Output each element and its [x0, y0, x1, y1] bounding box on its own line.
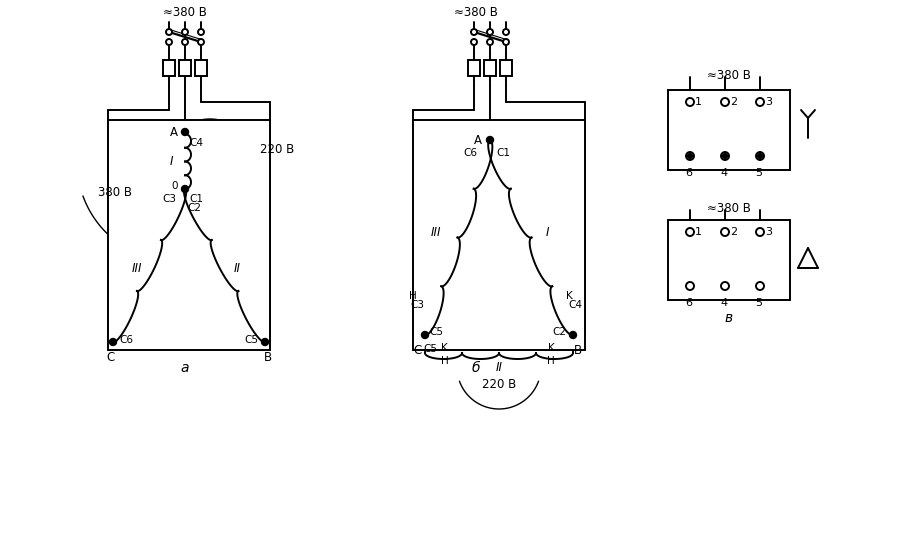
- Text: K: K: [565, 291, 572, 301]
- Text: C: C: [413, 344, 421, 357]
- Text: а: а: [181, 361, 189, 375]
- Text: III: III: [431, 226, 442, 239]
- Text: ≈380 В: ≈380 В: [707, 202, 751, 214]
- Circle shape: [756, 98, 764, 106]
- Circle shape: [503, 39, 509, 45]
- Text: B: B: [264, 351, 272, 364]
- Text: II: II: [496, 361, 502, 374]
- Bar: [179, 60, 191, 76]
- Text: K: K: [548, 343, 555, 353]
- Bar: [163, 60, 175, 76]
- Circle shape: [686, 98, 694, 106]
- Text: I: I: [169, 155, 173, 168]
- Circle shape: [182, 185, 188, 193]
- Circle shape: [756, 282, 764, 290]
- Circle shape: [686, 152, 694, 160]
- Text: ≈380 В: ≈380 В: [454, 6, 498, 18]
- Circle shape: [110, 338, 116, 346]
- Circle shape: [471, 29, 477, 35]
- Text: 5: 5: [755, 298, 762, 308]
- Text: 4: 4: [720, 168, 727, 178]
- Text: H: H: [441, 356, 449, 366]
- Bar: [484, 60, 496, 76]
- Circle shape: [421, 332, 428, 338]
- Circle shape: [262, 338, 268, 346]
- Circle shape: [166, 39, 172, 45]
- Text: C4: C4: [189, 138, 203, 148]
- Circle shape: [721, 152, 729, 160]
- Circle shape: [686, 228, 694, 236]
- Circle shape: [688, 153, 692, 158]
- Text: 2: 2: [730, 227, 737, 237]
- Circle shape: [471, 39, 477, 45]
- Text: C5: C5: [429, 327, 443, 337]
- Circle shape: [756, 228, 764, 236]
- Text: III: III: [131, 262, 142, 274]
- Text: 5: 5: [755, 168, 762, 178]
- Text: I: I: [545, 226, 549, 239]
- Text: C6: C6: [463, 148, 477, 158]
- Circle shape: [758, 153, 762, 158]
- Text: ≈380 В: ≈380 В: [163, 6, 207, 18]
- Text: 3: 3: [765, 97, 772, 107]
- Bar: [668, 220, 790, 300]
- Circle shape: [570, 332, 577, 338]
- Text: 220 В: 220 В: [482, 379, 516, 391]
- Text: 1: 1: [695, 227, 702, 237]
- Circle shape: [166, 29, 172, 35]
- Text: 380 В: 380 В: [98, 185, 132, 198]
- Text: 6: 6: [686, 168, 692, 178]
- Circle shape: [198, 29, 204, 35]
- Circle shape: [487, 137, 493, 143]
- Text: H: H: [409, 291, 417, 301]
- Text: C5: C5: [423, 344, 437, 354]
- Text: A: A: [170, 125, 178, 138]
- Text: C5: C5: [244, 335, 258, 345]
- Text: б: б: [472, 361, 481, 375]
- Text: II: II: [233, 262, 240, 274]
- Circle shape: [182, 29, 188, 35]
- Text: 2: 2: [730, 97, 737, 107]
- Text: 0: 0: [172, 181, 178, 191]
- Circle shape: [503, 29, 509, 35]
- Text: в: в: [724, 311, 733, 325]
- Bar: [108, 120, 270, 350]
- Text: C3: C3: [162, 194, 176, 204]
- Circle shape: [721, 282, 729, 290]
- Circle shape: [723, 153, 727, 158]
- Text: 220 В: 220 В: [260, 142, 294, 156]
- Text: C1: C1: [496, 148, 510, 158]
- Text: ≈380 В: ≈380 В: [707, 68, 751, 82]
- Bar: [413, 120, 585, 350]
- Circle shape: [686, 282, 694, 290]
- Bar: [668, 90, 790, 170]
- Text: C1: C1: [189, 194, 203, 204]
- Text: C3: C3: [410, 300, 425, 310]
- Circle shape: [198, 39, 204, 45]
- Circle shape: [487, 29, 493, 35]
- Circle shape: [721, 98, 729, 106]
- Text: C4: C4: [568, 300, 582, 310]
- Circle shape: [182, 39, 188, 45]
- Text: 3: 3: [765, 227, 772, 237]
- Text: 6: 6: [686, 298, 692, 308]
- Text: 1: 1: [695, 97, 702, 107]
- Text: C6: C6: [119, 335, 133, 345]
- Text: C2: C2: [552, 327, 566, 337]
- Text: 4: 4: [720, 298, 727, 308]
- Bar: [500, 60, 512, 76]
- Text: B: B: [574, 344, 582, 357]
- Text: C: C: [106, 351, 114, 364]
- Circle shape: [721, 228, 729, 236]
- Bar: [195, 60, 207, 76]
- Text: K: K: [441, 343, 448, 353]
- Circle shape: [756, 152, 764, 160]
- Bar: [468, 60, 480, 76]
- Text: C2: C2: [187, 203, 201, 213]
- Text: H: H: [547, 356, 555, 366]
- Circle shape: [487, 39, 493, 45]
- Text: A: A: [474, 133, 482, 147]
- Circle shape: [182, 128, 188, 136]
